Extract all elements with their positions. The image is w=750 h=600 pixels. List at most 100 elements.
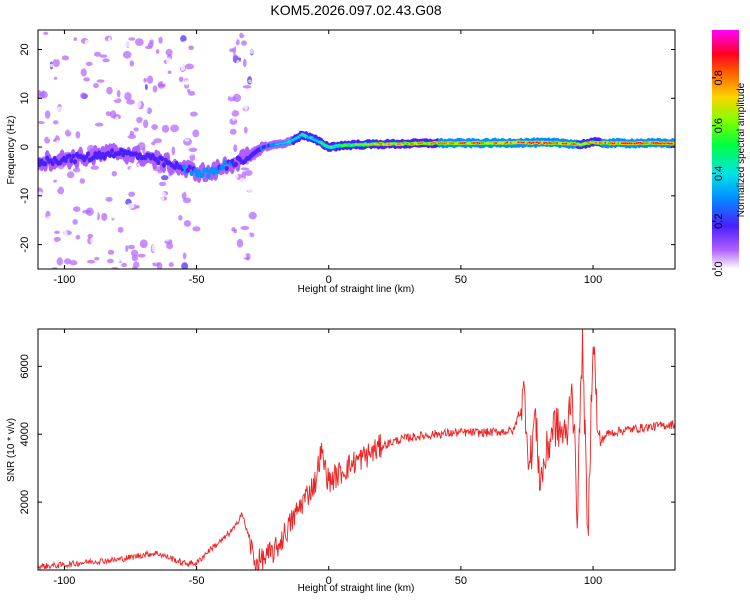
ridge-core	[672, 142, 675, 144]
noise-blob	[38, 144, 43, 153]
noise-blob	[153, 138, 162, 144]
noise-blob	[155, 63, 163, 72]
noise-blob	[140, 188, 150, 193]
snr-y-tick-label: 2000	[19, 490, 31, 514]
noise-blob	[175, 264, 181, 269]
noise-blob	[57, 106, 63, 112]
snr-x-ticks: -100 -50 0 50 100	[53, 329, 602, 587]
noise-blob	[82, 209, 91, 214]
noise-blob	[128, 37, 136, 41]
chart-title: KOM5.2026.097.02.43.G08	[270, 2, 441, 18]
noise-blob	[47, 227, 52, 235]
noise-blob	[230, 204, 239, 210]
noise-blob	[188, 119, 196, 124]
noise-blob	[147, 227, 153, 235]
noise-blob	[179, 187, 185, 194]
spectrogram-x-tick-label: 50	[455, 274, 467, 286]
noise-blob	[136, 116, 143, 124]
noise-blob	[130, 249, 139, 257]
noise-blob	[47, 132, 56, 141]
noise-blob	[245, 264, 252, 269]
noise-blob	[176, 224, 186, 231]
ridge-mid	[193, 168, 198, 174]
colorbar-tick-label: 0.8	[713, 70, 725, 85]
snr-panel: -100 -50 0 50 100 2000 4000 6000 Height of str…	[6, 328, 676, 594]
noise-blob	[95, 171, 102, 175]
noise-blob	[157, 169, 163, 174]
noise-blob	[38, 142, 41, 147]
noise-blob	[72, 219, 78, 225]
noise-blob	[192, 226, 201, 232]
noise-blob	[122, 224, 127, 228]
noise-blob	[144, 84, 148, 90]
noise-blob	[168, 262, 174, 268]
noise-blob	[241, 138, 245, 145]
noise-blob	[106, 67, 114, 74]
noise-blob	[97, 239, 104, 248]
noise-blob	[175, 107, 183, 114]
spectrogram-y-axis-label: Frequency (Hz)	[6, 116, 17, 185]
noise-blob	[187, 90, 196, 96]
noise-blob	[61, 203, 69, 210]
noise-blob	[129, 166, 135, 174]
noise-blob	[127, 244, 136, 250]
noise-blob	[125, 245, 129, 253]
noise-blob	[160, 175, 169, 181]
spectrogram-y-tick-label: -10	[19, 188, 31, 204]
noise-blob	[251, 226, 257, 230]
noise-blob	[120, 111, 127, 118]
noise-blob	[244, 182, 252, 191]
noise-blob	[185, 63, 195, 70]
noise-blob	[242, 85, 252, 89]
noise-blob	[48, 56, 52, 61]
noise-blob	[109, 123, 116, 132]
noise-blob	[134, 99, 142, 109]
noise-blob	[234, 223, 242, 227]
noise-blob	[54, 230, 60, 235]
noise-blob	[161, 124, 170, 133]
noise-blob	[134, 48, 140, 57]
noise-blob	[90, 236, 97, 245]
snr-x-tick-label: 0	[326, 575, 332, 587]
noise-blob	[171, 146, 176, 156]
noise-blob	[139, 248, 144, 253]
ridge-mid	[172, 164, 177, 170]
noise-blob	[140, 51, 148, 59]
noise-blob	[57, 186, 65, 195]
noise-blob	[239, 189, 244, 194]
noise-blob	[104, 238, 110, 247]
noise-blob	[188, 147, 198, 153]
noise-blob	[231, 172, 239, 180]
noise-blob	[106, 173, 111, 182]
noise-blob	[72, 167, 81, 173]
noise-blob	[38, 261, 42, 269]
ridge-mid	[206, 173, 211, 179]
noise-blob	[157, 191, 167, 197]
ridge-mid	[69, 158, 74, 164]
noise-blob	[66, 237, 74, 242]
noise-blob	[188, 45, 194, 51]
noise-blob	[83, 77, 90, 82]
noise-blob	[98, 96, 105, 101]
noise-blob	[233, 144, 238, 153]
noise-blob	[136, 205, 140, 209]
noise-blob	[187, 242, 194, 248]
noise-blob	[93, 82, 99, 89]
noise-blob	[44, 110, 51, 119]
ridge-mid	[108, 152, 113, 159]
noise-blob	[86, 259, 96, 264]
noise-blob	[50, 185, 60, 190]
noise-blob	[250, 86, 259, 93]
noise-blob	[237, 202, 247, 211]
noise-blob	[145, 140, 150, 145]
noise-blob	[63, 230, 68, 240]
snr-x-axis-label: Height of straight line (km)	[298, 583, 415, 594]
noise-blob	[53, 256, 58, 264]
noise-blob	[124, 40, 133, 48]
noise-blob	[168, 210, 177, 219]
noise-blob	[236, 238, 244, 248]
noise-blob	[105, 196, 113, 202]
noise-blob	[248, 211, 257, 220]
noise-blob	[244, 169, 253, 177]
noise-blob	[141, 205, 147, 214]
